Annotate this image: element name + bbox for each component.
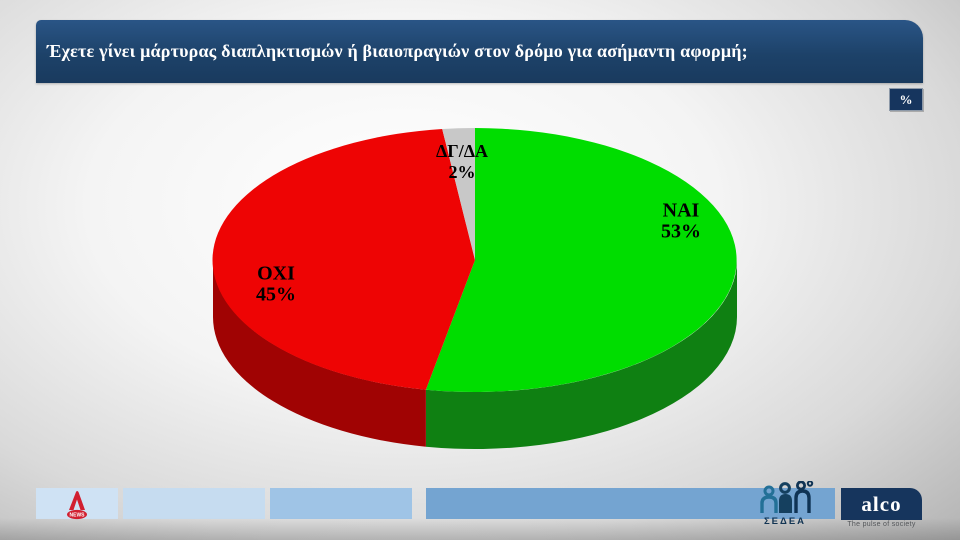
pie-value-ΔΓ/ΔΑ: 2% xyxy=(449,162,476,182)
percent-unit-badge: % xyxy=(889,88,923,111)
sedea-body-2-icon xyxy=(779,494,792,513)
pie-side-ΟΧΙ xyxy=(213,260,426,447)
footer-bar-2 xyxy=(123,488,265,519)
question-title: Έχετε γίνει μάρτυρας διαπληκτισμών ή βια… xyxy=(47,41,748,61)
sedea-head-3-icon xyxy=(796,481,806,491)
sedea-label: ΣΕΔΕΑ xyxy=(764,516,806,527)
footer-bar-3 xyxy=(270,488,412,519)
pie-value-ΝΑΙ: 53% xyxy=(661,221,701,243)
sedea-body-1-icon xyxy=(760,495,778,513)
sedea-head-2-icon xyxy=(779,482,791,494)
alco-tagline: The pulse of society xyxy=(839,521,924,528)
pie-side-ΝΑΙ xyxy=(425,260,738,450)
pie-slice-ΔΓ/ΔΑ xyxy=(442,127,475,260)
sedea-dot-icon xyxy=(806,481,814,487)
percent-unit-label: % xyxy=(899,91,913,107)
sedea-logo-icon: ΣΕΔΕΑ xyxy=(760,481,814,527)
pie-label-ΔΓ/ΔΑ: ΔΓ/ΔΑ xyxy=(436,141,488,161)
alco-label: alco xyxy=(861,491,902,516)
alco-logo: alco xyxy=(841,488,922,520)
sedea-head-1-icon xyxy=(763,485,775,497)
sedea-body-3-icon xyxy=(794,489,811,513)
question-title-bar: Έχετε γίνει μάρτυρας διαπληκτισμών ή βια… xyxy=(36,20,923,83)
alpha-news-badge xyxy=(67,509,87,520)
bottom-shade xyxy=(0,518,960,540)
alpha-a-icon xyxy=(69,491,85,510)
pie-value-ΟΧΙ: 45% xyxy=(256,284,296,306)
alpha-news-logo-icon: NEWS xyxy=(67,491,87,520)
pie-slice-ΝΑΙ xyxy=(425,128,737,392)
pie-label-ΟΧΙ: ΟΧΙ xyxy=(257,263,295,285)
pie-slice-ΟΧΙ xyxy=(212,129,476,390)
pie-label-ΝΑΙ: ΝΑΙ xyxy=(663,200,700,222)
alpha-news-label: NEWS xyxy=(70,513,86,519)
